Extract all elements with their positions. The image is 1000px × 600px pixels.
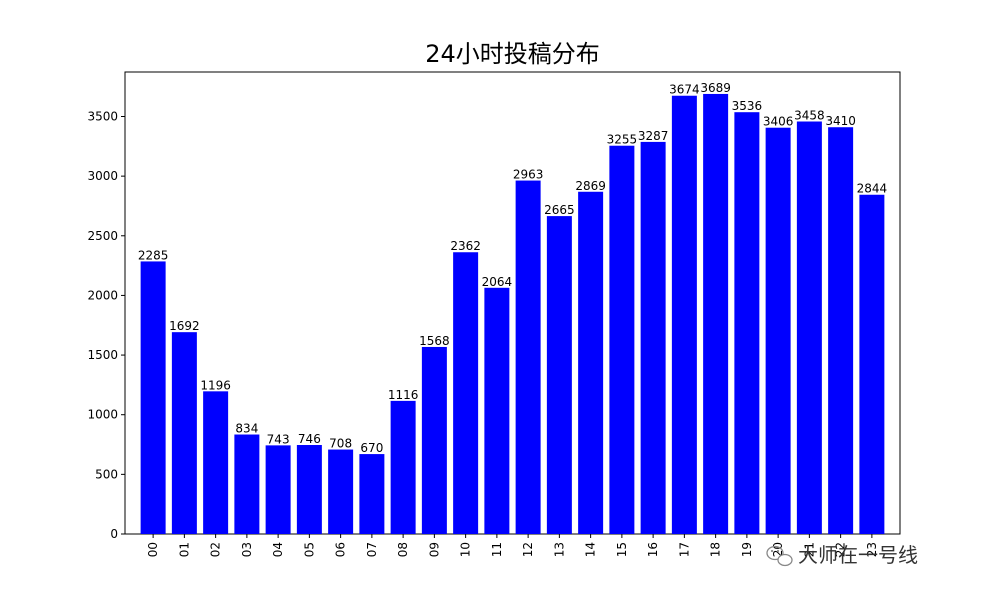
x-tick-label: 03 bbox=[240, 542, 254, 557]
y-tick-label: 3000 bbox=[87, 169, 118, 183]
y-tick-label: 2500 bbox=[87, 229, 118, 243]
bar-value-label: 1196 bbox=[200, 378, 231, 392]
chart-title: 24小时投稿分布 bbox=[425, 40, 600, 68]
bar-value-label: 2869 bbox=[575, 179, 606, 193]
bar-value-label: 2285 bbox=[138, 248, 169, 262]
y-tick-label: 0 bbox=[110, 527, 118, 541]
bar-value-label: 1116 bbox=[388, 388, 419, 402]
x-tick-label: 09 bbox=[427, 542, 441, 557]
bar bbox=[359, 454, 385, 534]
plot-area-frame bbox=[124, 71, 901, 535]
bar bbox=[390, 400, 416, 534]
x-tick-label: 16 bbox=[646, 542, 660, 557]
bar bbox=[484, 287, 510, 534]
bar-value-label: 2844 bbox=[857, 182, 888, 196]
bar-value-label: 1692 bbox=[169, 319, 200, 333]
x-tick-label: 05 bbox=[302, 542, 316, 557]
y-axis: 0 500 1000 1500 2000 2500 3000 3500 bbox=[87, 109, 125, 541]
bar-value-label: 3255 bbox=[607, 133, 638, 147]
bar bbox=[265, 445, 291, 534]
x-tick-label: 10 bbox=[459, 542, 473, 557]
bar-value-label: 1568 bbox=[419, 334, 450, 348]
y-tick-label: 500 bbox=[95, 467, 118, 481]
bar bbox=[203, 391, 229, 534]
x-tick-label: 02 bbox=[209, 542, 223, 557]
x-tick-label: 18 bbox=[709, 542, 723, 557]
bar-value-label: 746 bbox=[298, 432, 321, 446]
y-tick-label: 2000 bbox=[87, 288, 118, 302]
bar bbox=[328, 449, 354, 534]
x-tick-label: 19 bbox=[740, 542, 754, 557]
bar bbox=[171, 332, 197, 534]
x-tick-label: 20 bbox=[771, 542, 785, 557]
watermark-text: 大师在一号线 bbox=[798, 543, 918, 567]
x-tick-label: 13 bbox=[552, 542, 566, 557]
bar bbox=[859, 194, 885, 534]
bar bbox=[421, 346, 447, 534]
x-tick-label: 14 bbox=[584, 542, 598, 557]
x-tick-label: 23 bbox=[865, 542, 879, 557]
x-tick-label: 15 bbox=[615, 542, 629, 557]
y-tick-label: 1500 bbox=[87, 348, 118, 362]
bar-value-label: 670 bbox=[360, 441, 383, 455]
bar-value-label: 3536 bbox=[732, 99, 763, 113]
bar bbox=[609, 145, 635, 534]
wechat-icon bbox=[766, 545, 793, 567]
bar bbox=[515, 180, 541, 534]
x-tick-label: 22 bbox=[834, 542, 848, 557]
bar bbox=[796, 121, 822, 534]
x-axis: 00 01 02 03 04 05 06 07 08 09 10 11 12 13 14 15 16 17 18 19… bbox=[146, 534, 879, 557]
x-tick-label: 08 bbox=[396, 542, 410, 557]
bar bbox=[828, 127, 854, 535]
bar-value-label: 3458 bbox=[794, 109, 825, 123]
bar-value-label: 2362 bbox=[450, 239, 481, 253]
x-tick-label: 00 bbox=[146, 542, 160, 557]
y-tick-label: 3500 bbox=[87, 109, 118, 123]
y-tick-label: 1000 bbox=[87, 408, 118, 422]
watermark: 大师在一号线 bbox=[766, 543, 918, 567]
bar-value-label: 3406 bbox=[763, 115, 794, 129]
bar bbox=[671, 95, 697, 534]
bar bbox=[546, 216, 572, 534]
bar-value-label: 2064 bbox=[482, 275, 513, 289]
bar bbox=[734, 112, 760, 535]
bar-value-label: 3674 bbox=[669, 83, 700, 97]
bar bbox=[140, 261, 166, 534]
bar bbox=[703, 93, 729, 534]
bar bbox=[296, 445, 322, 534]
x-tick-label: 21 bbox=[802, 542, 816, 557]
bars bbox=[140, 93, 885, 535]
x-tick-label: 12 bbox=[521, 542, 535, 557]
bar-value-label: 743 bbox=[267, 432, 290, 446]
bar-value-label: 2665 bbox=[544, 203, 575, 217]
bar-value-label: 3287 bbox=[638, 129, 669, 143]
bar-value-label: 708 bbox=[329, 437, 352, 451]
bar-value-label: 3410 bbox=[825, 114, 856, 128]
bar bbox=[578, 191, 604, 534]
bar bbox=[453, 252, 479, 534]
x-tick-label: 06 bbox=[334, 542, 348, 557]
x-tick-label: 11 bbox=[490, 542, 504, 557]
x-tick-label: 04 bbox=[271, 542, 285, 557]
x-tick-label: 01 bbox=[177, 542, 191, 557]
bar bbox=[640, 141, 666, 534]
bar-value-label: 834 bbox=[235, 422, 258, 436]
x-tick-label: 17 bbox=[677, 542, 691, 557]
bar bbox=[765, 127, 791, 534]
bar-value-label: 3689 bbox=[700, 81, 731, 95]
data-labels: 2285 1692 1196 834 743 746 708 670 1116 1568 2362 2… bbox=[138, 81, 887, 455]
bar-value-label: 2963 bbox=[513, 168, 544, 182]
bar bbox=[234, 434, 260, 534]
x-tick-label: 07 bbox=[365, 542, 379, 557]
